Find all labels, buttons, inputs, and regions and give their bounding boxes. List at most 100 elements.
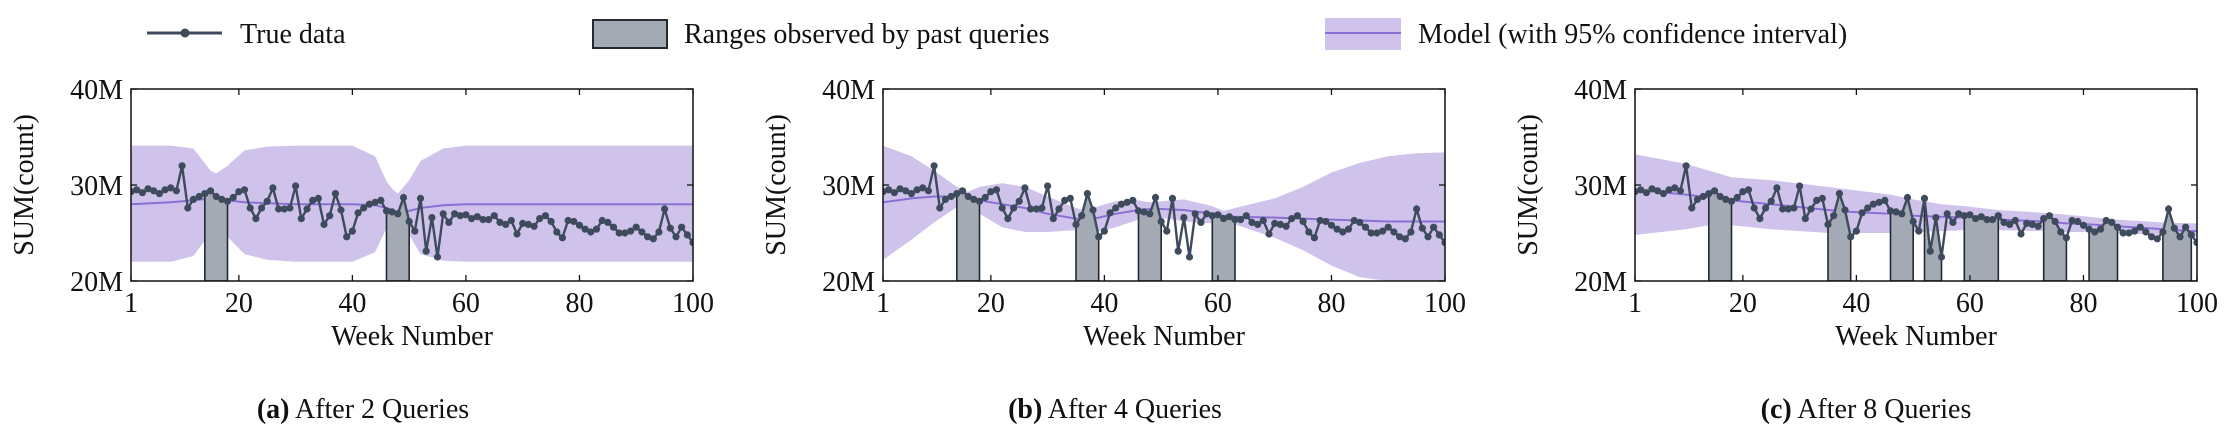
x-axis-label: Week Number	[331, 321, 493, 352]
true-data-point	[1344, 225, 1353, 233]
true-data-point	[507, 216, 515, 225]
true-data-point	[621, 229, 629, 237]
caption-letter: (c)	[1761, 394, 1792, 425]
true-data-point	[263, 197, 271, 205]
true-data-point	[1401, 235, 1409, 243]
true-data-point	[229, 193, 237, 202]
true-data-point	[1242, 212, 1250, 220]
true-data-point	[1032, 205, 1040, 213]
true-data-point	[2017, 230, 2025, 238]
true-data-point	[1327, 221, 1336, 229]
true-data-point	[998, 204, 1006, 212]
true-data-point	[2023, 219, 2031, 227]
true-data-point	[2085, 225, 2093, 233]
true-data-point	[433, 253, 442, 261]
true-data-point	[2091, 228, 2099, 236]
true-data-point	[570, 217, 578, 226]
true-data-point	[1937, 253, 1946, 261]
true-data-point	[1835, 190, 1843, 198]
x-axis-label: Week Number	[1835, 321, 1997, 352]
true-data-point	[1441, 239, 1445, 247]
true-data-point	[286, 204, 294, 212]
true-data-point	[541, 212, 550, 220]
true-data-point	[138, 189, 146, 197]
true-data-point	[1767, 197, 1775, 205]
true-data-point	[292, 182, 300, 190]
legend-true-data: True data	[147, 19, 346, 50]
true-data-point	[1361, 223, 1370, 231]
true-data-point	[1061, 196, 1069, 204]
true-data-point	[1322, 217, 1330, 226]
true-data-point	[1259, 216, 1267, 225]
true-data-point	[2108, 218, 2116, 226]
true-data-point	[1807, 205, 1815, 213]
x-tick-label: 100	[1424, 288, 1466, 319]
y-axis-label: SUM(count)	[1513, 114, 1544, 256]
true-data-point	[1339, 228, 1347, 236]
true-data-point	[896, 185, 904, 193]
true-data-point	[1830, 212, 1838, 220]
true-data-point	[1676, 187, 1684, 195]
true-data-point	[1875, 198, 1883, 206]
true-data-point	[1722, 195, 1730, 203]
true-data-point	[1271, 219, 1279, 227]
true-data-point	[627, 227, 635, 235]
true-data-point	[1117, 200, 1125, 208]
true-data-point	[683, 231, 691, 239]
true-data-point	[885, 186, 893, 194]
true-data-point	[1430, 223, 1438, 231]
true-data-point	[1310, 234, 1318, 242]
true-data-point	[1055, 205, 1063, 213]
confidence-band	[131, 145, 693, 262]
true-data-point	[1903, 193, 1912, 202]
true-data-point	[326, 212, 334, 220]
true-data-point	[201, 190, 209, 198]
caption-letter: (b)	[1008, 394, 1042, 425]
true-data-point	[161, 186, 169, 194]
true-data-point	[269, 184, 277, 192]
true-data-point	[964, 192, 972, 201]
true-data-point	[1350, 216, 1358, 225]
true-data-point	[1892, 208, 1900, 216]
true-data-point	[575, 221, 584, 229]
true-data-point	[2142, 228, 2150, 236]
true-data-point	[1773, 184, 1781, 192]
true-data-point	[615, 229, 623, 237]
true-data-point	[1305, 228, 1313, 236]
true-data-point	[1972, 215, 1980, 223]
true-data-point	[1100, 227, 1108, 235]
true-data-point	[1886, 207, 1895, 215]
true-data-point	[1288, 215, 1296, 223]
true-data-point	[1134, 207, 1143, 215]
y-tick-label: 30M	[822, 171, 875, 202]
caption-text: After 8 Queries	[1797, 394, 1971, 425]
x-tick-label: 80	[565, 288, 593, 319]
y-tick-label: 30M	[70, 171, 123, 202]
true-data-point	[1688, 204, 1696, 212]
true-data-point	[348, 227, 356, 235]
true-data-point	[1089, 206, 1097, 214]
true-data-point	[1072, 220, 1080, 228]
true-data-point	[2159, 228, 2167, 236]
true-data-point	[365, 200, 373, 208]
true-data-point	[1220, 215, 1228, 223]
true-data-point	[280, 205, 288, 213]
x-tick-label: 80	[1317, 288, 1345, 319]
observed-range	[1963, 213, 2000, 281]
true-data-point	[924, 187, 933, 195]
true-data-point	[314, 194, 322, 202]
true-data-point	[2102, 216, 2110, 225]
true-data-point	[428, 214, 436, 222]
true-data-point	[1869, 200, 1877, 208]
true-data-point	[992, 186, 1001, 194]
true-data-point	[598, 216, 606, 225]
true-data-point	[1146, 210, 1154, 218]
true-data-point	[1750, 204, 1758, 212]
true-data-point	[490, 212, 498, 220]
true-data-point	[468, 215, 476, 223]
true-data-point	[644, 233, 652, 241]
true-data-point	[913, 186, 921, 194]
true-data-point	[1693, 195, 1701, 203]
panel-a: (a) After 2 Queries 1 20 40 60 80 100 20M 30M 40…	[9, 75, 714, 425]
true-data-point	[558, 234, 567, 242]
